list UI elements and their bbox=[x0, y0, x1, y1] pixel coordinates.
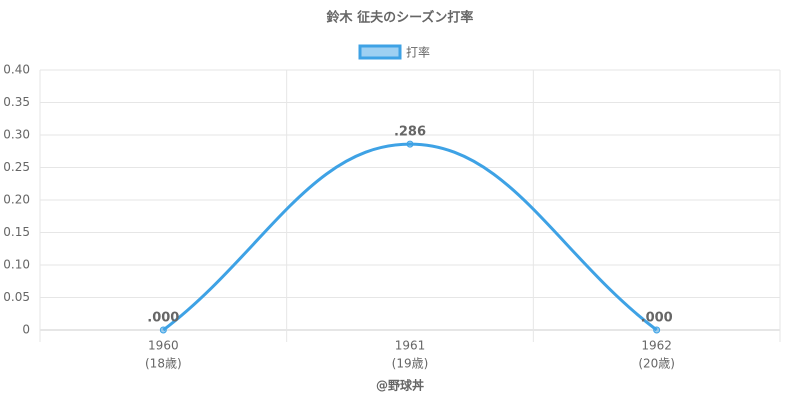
value-label: .000 bbox=[147, 311, 179, 326]
x-tick-label: (19歳) bbox=[392, 357, 429, 371]
x-tick-label: 1960 bbox=[148, 339, 179, 353]
y-tick-label: 0 bbox=[22, 323, 30, 337]
y-tick-label: 0.35 bbox=[3, 95, 30, 109]
value-label: .286 bbox=[394, 125, 426, 140]
x-tick-label: (20歳) bbox=[638, 357, 675, 371]
y-tick-label: 0.25 bbox=[3, 160, 30, 174]
y-tick-label: 0.05 bbox=[3, 290, 30, 304]
y-tick-label: 0.40 bbox=[3, 63, 30, 77]
point bbox=[653, 326, 661, 334]
legend-label: 打率 bbox=[406, 45, 430, 60]
x-tick-label: 1961 bbox=[395, 339, 426, 353]
legend-swatch bbox=[358, 44, 402, 60]
line bbox=[162, 142, 658, 332]
chart-title: 鈴木 征夫のシーズン打率 bbox=[327, 10, 474, 26]
y-tick-label: 0.10 bbox=[3, 258, 30, 272]
y-tick-label: 0.15 bbox=[3, 225, 30, 239]
x-tick-label: 1962 bbox=[641, 339, 672, 353]
value-label: .000 bbox=[641, 311, 673, 326]
y-tick-label: 0.20 bbox=[3, 193, 30, 207]
y-tick-label: 0.30 bbox=[3, 128, 30, 142]
x-tick-label: (18歳) bbox=[145, 357, 182, 371]
point bbox=[406, 140, 414, 148]
point bbox=[159, 326, 167, 334]
credit: @野球丼 bbox=[376, 378, 424, 393]
